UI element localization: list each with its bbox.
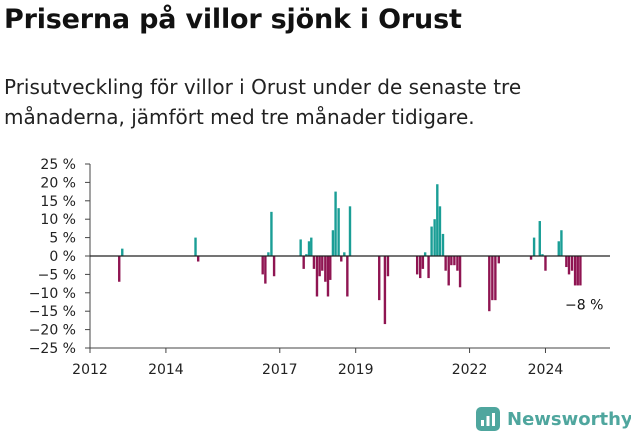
y-tick-label: −15 % (29, 304, 76, 320)
newsworthy-logo-icon (476, 407, 500, 431)
bar (270, 211, 273, 256)
y-tick-label: −5 % (38, 267, 76, 283)
bar (436, 184, 439, 256)
bar (272, 256, 276, 277)
x-axis: 2012 2014 2017 2019 2022 2024 (72, 347, 610, 378)
x-tick-label: 2022 (452, 362, 488, 378)
bar (261, 256, 264, 275)
bar (441, 233, 445, 256)
bar (430, 226, 433, 256)
bar (329, 256, 332, 280)
bar (494, 256, 497, 301)
bar (565, 256, 568, 268)
bar (557, 241, 560, 256)
bar (348, 206, 352, 256)
y-axis: 25 % 20 % 15 % 10 % 5 % 0 % −5 % −10 % −15 % −20 … (29, 157, 91, 357)
bar (415, 256, 419, 275)
bar (491, 256, 494, 301)
bar (458, 256, 462, 288)
bar (324, 256, 327, 282)
bars (118, 184, 582, 325)
y-tick-label: −20 % (29, 323, 76, 339)
y-tick-label: −25 % (29, 341, 76, 357)
y-tick-label: 20 % (40, 175, 76, 191)
bar (573, 256, 577, 286)
bar (421, 256, 425, 269)
bar (267, 252, 270, 256)
bar (312, 256, 316, 269)
bar (529, 256, 533, 260)
latest-value-label: −8 % (565, 297, 603, 313)
bar (444, 256, 447, 271)
brand-name: Newsworthy (507, 408, 631, 430)
bar (538, 221, 541, 256)
x-tick-label: 2024 (528, 362, 564, 378)
bar (315, 256, 319, 297)
bar (567, 256, 571, 275)
y-tick-label: 15 % (40, 194, 76, 210)
bar (419, 256, 422, 279)
bar (453, 256, 456, 266)
bar (305, 254, 308, 256)
x-tick-label: 2012 (72, 362, 108, 378)
bar (456, 256, 459, 271)
bar (383, 256, 387, 325)
bar (532, 237, 536, 256)
bar (450, 256, 453, 266)
bar (488, 256, 491, 312)
y-tick-label: 25 % (40, 157, 76, 173)
bar (264, 256, 267, 284)
x-tick-label: 2017 (262, 362, 298, 378)
bar (318, 256, 321, 277)
bar (321, 256, 324, 271)
y-tick-label: 0 % (49, 249, 76, 265)
bar (386, 256, 390, 277)
bar (302, 256, 305, 269)
bar (576, 256, 579, 286)
bar (497, 256, 500, 264)
newsworthy-brand: Newsworthy (476, 407, 631, 431)
bar (541, 254, 544, 256)
x-tick-label: 2019 (338, 362, 374, 378)
bar (307, 241, 311, 256)
bar (340, 256, 343, 262)
bar (447, 256, 450, 286)
bar (299, 239, 302, 256)
bar (544, 256, 547, 271)
y-tick-label: 10 % (40, 212, 76, 228)
bar (423, 252, 427, 256)
chart-title: Priserna på villor sjönk i Orust (4, 4, 462, 35)
bar (560, 230, 563, 256)
bar (331, 230, 335, 256)
bar (346, 256, 349, 297)
bar (334, 191, 337, 256)
bar (194, 237, 197, 256)
bar (343, 252, 346, 256)
bar (196, 256, 200, 262)
bar (310, 237, 313, 256)
bar (579, 256, 582, 286)
bar (427, 256, 430, 279)
bar (378, 256, 381, 301)
bar (570, 256, 574, 271)
bar (433, 219, 436, 256)
bar (337, 208, 340, 256)
chart-subtitle: Prisutveckling för villor i Orust under … (4, 75, 522, 129)
bar (118, 256, 121, 282)
y-tick-label: 5 % (49, 231, 76, 247)
bar (438, 206, 442, 256)
x-tick-label: 2014 (148, 362, 184, 378)
y-tick-label: −10 % (29, 286, 76, 302)
bar (121, 248, 124, 256)
bar (326, 256, 330, 297)
